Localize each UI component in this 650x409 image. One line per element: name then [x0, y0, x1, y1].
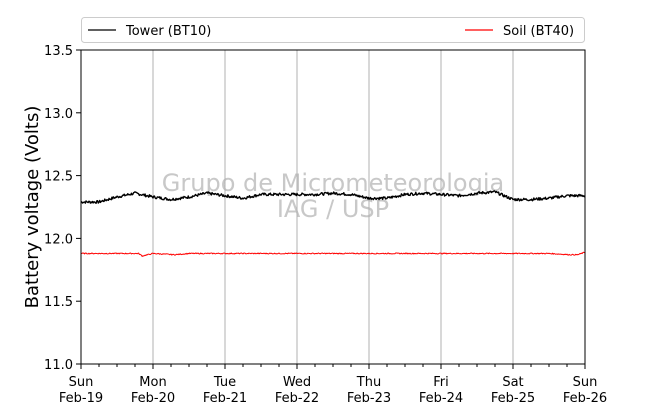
y-tick-label: 13.0 [44, 107, 73, 122]
vertical-grid [152, 50, 514, 364]
legend-label-tower: Tower (BT10) [125, 24, 211, 39]
watermark-line-2: IAG / USP [277, 195, 389, 223]
series-line-soil [80, 251, 586, 257]
x-tick-label-day: Fri [433, 375, 449, 390]
x-tick-label-day: Thu [356, 375, 381, 390]
y-tick-label: 12.0 [44, 232, 73, 247]
legend-box [81, 17, 585, 43]
y-tick-label: 11.5 [44, 295, 73, 310]
series-layer [80, 190, 586, 257]
y-tick-label: 11.0 [44, 358, 73, 373]
x-tick-label-date: Feb-21 [203, 391, 247, 406]
series-line-tower [80, 190, 586, 204]
x-tick-label-day: Sun [573, 375, 598, 390]
x-tick-label-day: Tue [213, 375, 236, 390]
y-tick-label: 12.5 [44, 170, 73, 185]
x-tick-label-date: Feb-26 [563, 391, 607, 406]
y-axis: 11.0 11.5 12.0 12.5 13.0 13.5 [44, 44, 81, 373]
x-tick-label-day: Sun [69, 375, 94, 390]
x-tick-label-date: Feb-25 [491, 391, 535, 406]
x-tick-label-day: Sat [502, 375, 523, 390]
x-tick-label-date: Feb-22 [275, 391, 319, 406]
legend: Tower (BT10) Soil (BT40) [81, 17, 585, 43]
x-tick-label-day: Wed [283, 375, 311, 390]
x-tick-label-day: Mon [139, 375, 166, 390]
x-tick-label-date: Feb-20 [131, 391, 175, 406]
x-axis: SunFeb-19MonFeb-20TueFeb-21WedFeb-22ThuF… [59, 364, 607, 406]
y-tick-label: 13.5 [44, 44, 73, 59]
x-tick-label-date: Feb-24 [419, 391, 463, 406]
watermark: Grupo de Micrometeorologia IAG / USP [162, 169, 504, 223]
y-axis-label: Battery voltage (Volts) [22, 106, 43, 309]
legend-label-soil: Soil (BT40) [503, 24, 574, 39]
x-tick-label-date: Feb-23 [347, 391, 391, 406]
x-tick-label-date: Feb-19 [59, 391, 103, 406]
